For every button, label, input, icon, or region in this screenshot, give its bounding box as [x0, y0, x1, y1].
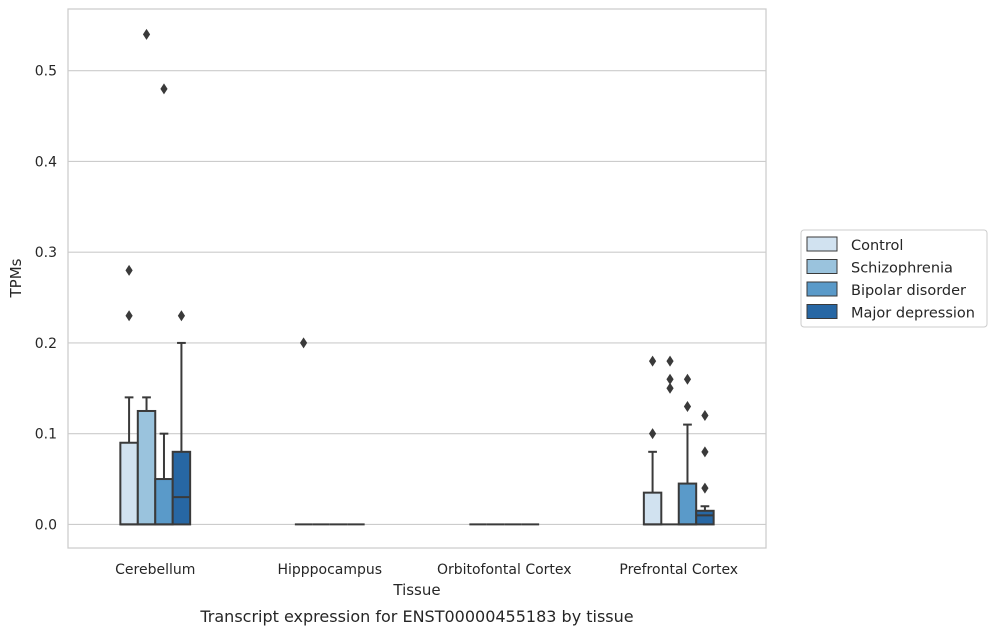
legend-label: Major depression — [851, 306, 975, 322]
box-body — [642, 491, 663, 526]
outlier-marker — [701, 446, 709, 458]
legend-swatch — [806, 281, 838, 297]
x-tick-label: Orbitofontal Cortex — [437, 562, 572, 578]
legend-label: Schizophrenia — [851, 261, 953, 277]
y-tick-label: 0.0 — [35, 517, 57, 533]
y-axis-ticks: 0.0 0.1 0.2 0.3 0.4 0.5 — [35, 64, 57, 534]
outlier-marker — [701, 410, 709, 422]
chart-caption: Transcript expression for ENST0000045518… — [199, 607, 633, 626]
outlier-marker — [701, 482, 709, 494]
outlier-marker — [125, 264, 133, 276]
box-body — [695, 509, 715, 526]
x-tick-label: Cerebellum — [115, 562, 195, 578]
y-axis-title: TPMs — [7, 258, 25, 298]
box-0-3 — [171, 310, 192, 526]
legend-swatch — [806, 304, 838, 319]
box-series — [119, 28, 715, 526]
box-0-0 — [119, 264, 139, 526]
x-axis-tick-labels: Cerebellum Hipppocampus Orbitofontal Corte… — [115, 562, 738, 578]
y-tick-label: 0.5 — [35, 64, 57, 80]
box-body — [171, 450, 192, 526]
outlier-marker — [648, 428, 657, 440]
outlier-marker — [648, 355, 657, 367]
y-tick-label: 0.3 — [35, 245, 57, 261]
legend-label: Control — [851, 238, 903, 254]
box-0-1 — [136, 28, 157, 526]
legend: Control Schizophrenia Bipolar disorder Majo… — [800, 229, 988, 328]
x-tick-label: Hipppocampus — [277, 562, 382, 578]
outlier-marker — [125, 310, 133, 322]
plot-frame — [67, 8, 767, 549]
legend-swatch — [806, 236, 838, 252]
y-tick-label: 0.2 — [35, 336, 57, 352]
outlier-marker — [177, 310, 186, 322]
box-3-3 — [695, 410, 715, 526]
legend-frame — [800, 229, 988, 328]
x-axis-title: Tissue — [392, 581, 440, 599]
box-3-0 — [642, 355, 663, 526]
box-body — [136, 409, 157, 526]
box-body — [154, 478, 174, 526]
x-tick-label: Prefrontal Cortex — [619, 562, 738, 578]
outlier-marker — [666, 373, 674, 385]
outlier-marker — [683, 373, 692, 385]
y-tick-label: 0.4 — [35, 154, 57, 170]
outlier-marker — [160, 83, 168, 95]
outlier-marker — [683, 400, 692, 412]
box-body — [677, 482, 698, 526]
outlier-marker — [666, 382, 674, 394]
box-1-0 — [294, 337, 313, 526]
box-3-1 — [661, 355, 679, 526]
box-0-2 — [154, 83, 174, 526]
legend-label: Bipolar disorder — [851, 283, 966, 299]
y-tick-label: 0.1 — [35, 427, 57, 443]
outlier-marker — [299, 337, 308, 349]
box-body — [119, 441, 139, 526]
outlier-marker — [142, 28, 151, 40]
box-3-2 — [677, 373, 698, 526]
legend-swatch — [806, 259, 838, 274]
outlier-marker — [666, 355, 674, 367]
